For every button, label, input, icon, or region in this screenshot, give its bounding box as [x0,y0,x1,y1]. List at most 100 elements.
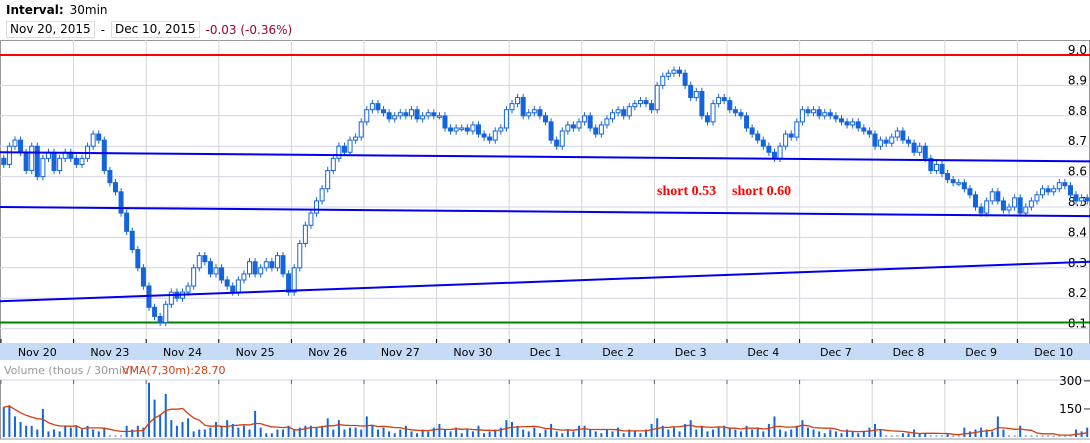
candle-up [12,139,18,147]
candle-up [453,127,459,132]
candle-down [107,170,113,184]
candle-up [330,157,336,172]
candle-down [112,182,118,193]
candle-down [838,118,844,123]
annotation-short-2: short 0.60 [732,184,791,199]
candle-up [665,72,671,77]
candle-down [96,133,102,141]
candle-up [425,112,431,117]
candle-down [760,139,766,147]
candle-down [386,112,392,120]
price-change: -0.03 (-0.36%) [205,22,293,37]
candle-down [1067,185,1073,196]
candle-up [369,103,375,111]
candle-down [906,139,911,144]
candle-down [414,109,420,120]
candle-down [431,112,437,117]
candle-down [1073,194,1079,202]
candle-up [799,109,805,123]
candle-up [632,103,638,108]
candle-up [297,242,303,269]
candle-up [353,136,359,141]
candle-down [543,115,548,123]
candle-up [604,118,610,126]
start-date-field[interactable]: Nov 20, 2015 [6,21,95,38]
candle-down [1000,200,1006,211]
candle-up [168,291,174,305]
candle-up [1006,206,1012,211]
candle-up [420,115,426,120]
candle-up [1051,188,1057,193]
candle-up [637,100,643,105]
candle-up [1023,206,1029,214]
y-tick-label: 9.0 [1068,43,1087,57]
candle-up [503,109,509,129]
candle-down [827,112,833,117]
annotation-short-1: short 0.53 [657,184,716,199]
candle-up [163,303,169,324]
x-tick-label: Dec 7 [820,346,852,359]
candle-up [470,124,476,132]
candle-up [79,157,85,165]
candle-down [961,182,967,190]
candle-up [917,145,923,153]
candle-down [23,151,29,172]
x-tick-label: Nov 23 [90,346,129,359]
candle-down [727,100,733,111]
candle-down [202,255,208,263]
candle-down [140,267,146,287]
candle-down [883,139,889,144]
candle-down [900,130,906,141]
candle-down [230,285,236,293]
candle-down [286,273,292,293]
candle-down [1084,197,1090,202]
candle-up [1056,182,1062,190]
candle-up [1028,200,1034,208]
candle-up [308,212,314,226]
candle-up [878,139,884,147]
vma-label: VMA(7,30m):28.70 [122,364,226,377]
candle-up [90,133,96,147]
end-date-field[interactable]: Dec 10, 2015 [111,21,200,38]
volume-y-tick-label: 300 [1059,374,1082,388]
interval-label: Interval: [6,3,64,17]
candle-down [124,212,130,232]
candle-up [325,170,331,190]
candle-down [755,133,761,141]
interval-value[interactable]: 30min [69,3,108,17]
candle-down [621,109,627,117]
candle-down [995,191,1001,202]
candle-up [989,191,995,202]
candle-down [219,267,225,281]
interval-selector[interactable]: Interval: 30min [6,3,108,17]
candle-up [716,97,722,105]
candle-up [191,267,197,287]
candle-down [950,179,956,184]
candle-up [213,267,219,275]
candle-up [336,145,342,159]
candle-down [844,121,850,126]
candle-up [1012,197,1018,208]
candle-down [911,142,917,153]
candle-down [855,121,861,129]
candle-up [889,136,895,144]
candle-down [520,97,526,117]
y-tick-label: 8.4 [1068,225,1087,239]
candle-down [442,115,448,129]
candle-down [280,255,286,275]
candle-down [939,163,945,175]
candle-down [587,115,593,129]
candle-down [252,261,258,275]
y-tick-label: 8.9 [1068,73,1087,87]
candle-down [548,121,554,141]
candle-up [392,115,398,120]
candle-up [364,109,370,123]
candle-down [732,109,738,114]
candle-up [615,109,621,114]
candle-down [375,103,381,111]
candle-down [554,139,560,147]
candle-down [872,133,878,147]
candle-up [6,145,12,165]
